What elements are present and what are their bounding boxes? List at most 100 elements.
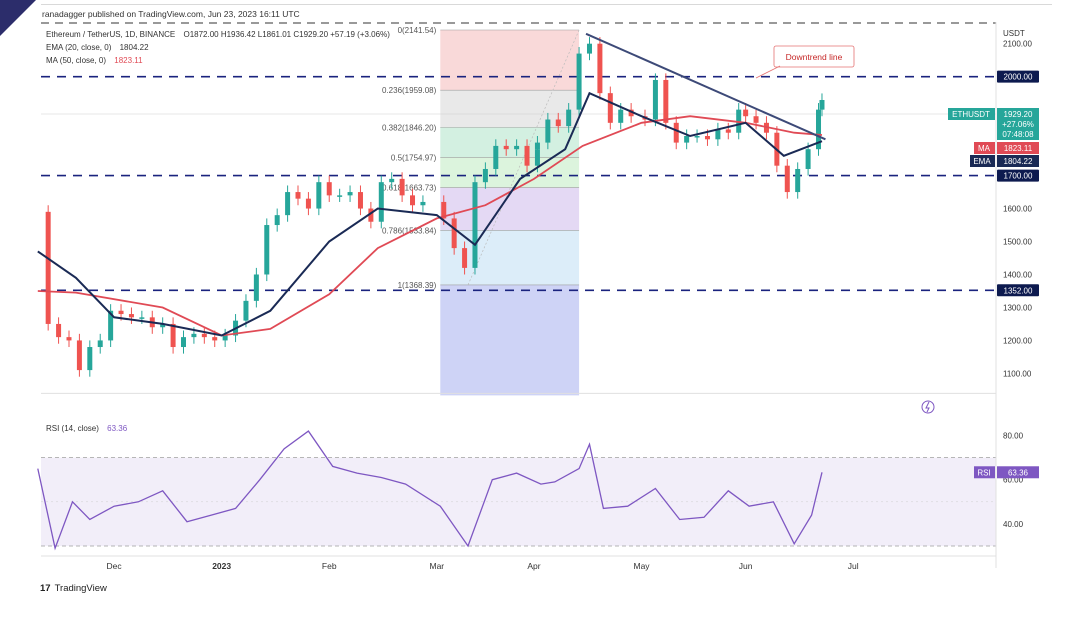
fib-extension-band (440, 284, 580, 396)
candle-body (274, 215, 280, 226)
badge-1700: 1700.00 (1004, 172, 1033, 181)
fib-label-4: 0.618(1663.73) (382, 184, 437, 193)
candle-body (76, 340, 82, 371)
candle-body (462, 248, 468, 268)
candle-body (545, 119, 551, 143)
annotation-layer: Downtrend line (585, 32, 855, 141)
candle-body (753, 116, 759, 123)
ema-legend: EMA (20, close, 0) 1804.22 (46, 43, 149, 52)
tradingview-logo: 17 TradingView (40, 583, 107, 594)
candle-body (181, 337, 186, 348)
candle-body (97, 340, 103, 348)
rsi-legend-value: 63.36 (107, 424, 128, 433)
candle-body (410, 195, 416, 206)
rsi-legend: RSI (14, close) 63.36 (46, 424, 127, 433)
candle-body (451, 218, 457, 249)
ethusdt-price-bg (997, 108, 1039, 140)
ethusdt-timer: 07:48:08 (1002, 130, 1034, 139)
candle-body (586, 43, 592, 54)
fib-label-3: 0.5(1754.97) (391, 153, 437, 162)
time-tick-Jul: Jul (848, 561, 859, 571)
candle-body (56, 323, 62, 338)
time-tick-May: May (634, 561, 651, 571)
price-tick-1200: 1200.00 (1003, 336, 1032, 345)
fib-label-5: 0.786(1533.84) (382, 226, 437, 235)
price-tick-1500: 1500.00 (1003, 238, 1032, 247)
ma-value: 1823.11 (1004, 144, 1033, 153)
candle-body (704, 136, 710, 140)
candle-body (399, 178, 405, 196)
axes-layer: USDT 2100.00 1600.00 1500.00 1400.00 1300.00 1… (41, 22, 1039, 571)
fib-label-6: 1(1368.39) (398, 281, 437, 290)
lightning-icon (921, 400, 935, 414)
badge-1700-bg (997, 169, 1039, 182)
ethusdt-price: 1929.20 (1004, 110, 1033, 119)
candle-body (673, 122, 679, 143)
downtrend-callout-box (773, 45, 855, 68)
candle-body (493, 145, 499, 169)
time-tick-2023: 2023 (212, 561, 231, 571)
price-tick-2100: 2100.00 (1003, 40, 1032, 49)
candle-body (128, 314, 134, 318)
candle-body (243, 300, 249, 321)
ema-value-bg (997, 155, 1039, 167)
tradingview-logo-mark: 17 (40, 583, 51, 594)
rsi-tag-bg (974, 466, 995, 479)
candle-body (337, 195, 343, 197)
candle-body (618, 109, 624, 123)
candle-body (160, 323, 166, 328)
ema-legend-label: EMA (20, close, 0) (46, 43, 112, 52)
horizontal-levels-layer (41, 22, 996, 292)
top-border (41, 4, 1052, 5)
tradingview-brand: TradingView (54, 583, 107, 594)
rsi-value: 63.36 (1008, 468, 1029, 477)
candle-body (534, 149, 540, 166)
ethusdt-change: +27.06% (1002, 120, 1034, 129)
candle-body (694, 136, 700, 138)
candle-body (725, 129, 731, 133)
fib-band-3 (440, 157, 580, 188)
published-caption: ranadagger published on TradingView.com,… (42, 9, 300, 19)
candle-body (378, 182, 384, 222)
candle-body (805, 149, 811, 169)
symbol-title: Ethereum / TetherUS, 1D, BINANCE (46, 30, 176, 39)
candle-body (222, 335, 228, 341)
symbol-legend: Ethereum / TetherUS, 1D, BINANCE O1872.0… (46, 30, 390, 39)
ma-tag-bg (974, 142, 995, 154)
fib-label-0: 0(2141.54) (398, 26, 437, 35)
indicator-lines-layer (37, 91, 823, 337)
candle-body (45, 211, 51, 324)
fib-retracement-layer: 0(2141.54) 0.236(1959.08) 0.382(1846.20) 0.… (382, 26, 580, 396)
candle-body (663, 79, 669, 123)
candle-body (534, 142, 540, 150)
ma-tag: MA (978, 144, 991, 153)
candle-body (368, 208, 374, 222)
candle-body (743, 109, 749, 117)
candle-body (819, 100, 825, 110)
candle-body (326, 182, 332, 196)
badge-1352-bg (997, 284, 1039, 297)
downtrend-callout-text: Downtrend line (786, 52, 843, 62)
ema20-line (37, 91, 823, 337)
downtrend-line (585, 32, 826, 141)
price-tick-1400: 1400.00 (1003, 270, 1032, 279)
time-tick-Feb: Feb (322, 561, 337, 571)
candle-body (347, 192, 353, 196)
candle-body (597, 43, 603, 94)
downtrend-callout-pointer (755, 65, 781, 79)
ohlc-values: O1872.00 H1936.42 L1861.01 C1929.20 +57.… (183, 30, 390, 39)
ema-tag: EMA (973, 157, 991, 166)
candle-body (305, 198, 311, 209)
rsi-tick-60: 60.00 (1003, 476, 1024, 485)
candle-body (482, 168, 488, 183)
fib-label-2: 0.382(1846.20) (382, 123, 437, 132)
badge-1352: 1352.00 (1004, 286, 1033, 295)
rsi-tag: RSI (977, 468, 990, 477)
candle-body (472, 182, 478, 268)
candle-body (784, 165, 790, 193)
candle-body (715, 129, 721, 140)
candle-body (503, 145, 509, 150)
candle-body (108, 310, 114, 341)
price-tick-1300: 1300.00 (1003, 303, 1032, 312)
